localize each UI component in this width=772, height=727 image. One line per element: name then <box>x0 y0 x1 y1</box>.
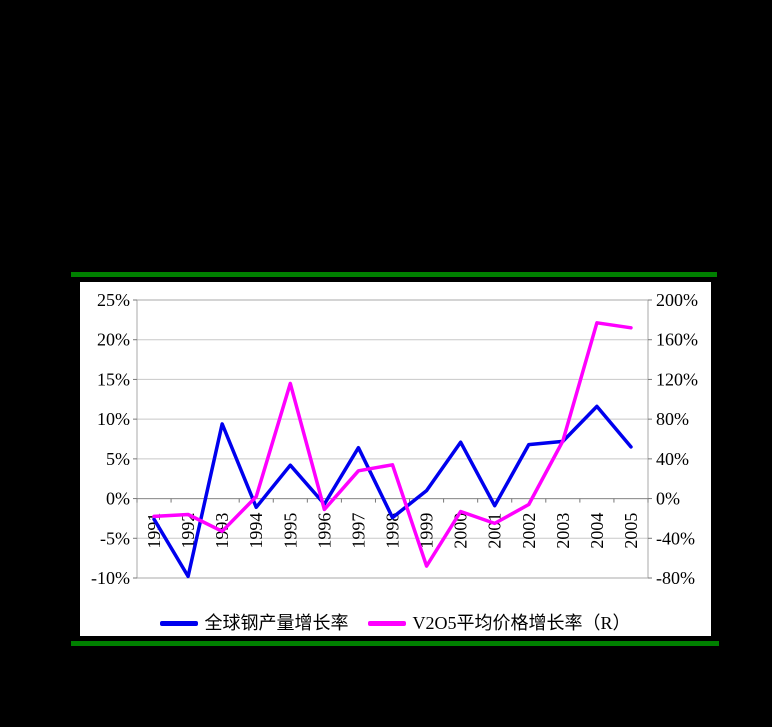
right-axis-tick-label: -80% <box>656 568 695 588</box>
left-axis-tick-label: 5% <box>106 449 130 469</box>
legend-label-v2o5-line: V2O5平均价格增长率（R） <box>412 613 631 633</box>
dual-axis-line-chart: 25% 20% 15% 10% 5% 0% -5% -10% 200% 160% 120% 80% 40… <box>91 290 698 588</box>
right-axis-tick-label: -40% <box>656 528 695 548</box>
x-axis-year-label: 2004 <box>587 513 607 549</box>
left-axis-tick-label: 20% <box>97 330 130 350</box>
series-line-right <box>152 321 633 568</box>
legend-swatch-steel-line <box>160 620 199 626</box>
x-axis-year-label: 1996 <box>314 513 334 549</box>
left-axis-tick-label: 25% <box>97 290 130 310</box>
right-axis-tick-label: 160% <box>656 330 698 350</box>
legend-swatch-v2o5-line <box>368 620 407 626</box>
bottom-divider-rule <box>71 641 719 646</box>
left-axis-tick-label: 10% <box>97 409 130 429</box>
right-axis-tick-label: 120% <box>656 369 698 389</box>
right-axis-tick-label: 80% <box>656 409 689 429</box>
series-line-left <box>152 404 633 579</box>
x-axis-year-label: 2000 <box>451 513 471 549</box>
left-axis-tick-label: -10% <box>91 568 130 588</box>
x-axis-year-label: 1997 <box>348 513 368 549</box>
x-axis-year-label: 1994 <box>246 513 266 549</box>
chart-panel: 25% 20% 15% 10% 5% 0% -5% -10% 200% 160% 120% 80% 40… <box>80 282 711 636</box>
x-axis-year-label: 1999 <box>417 513 437 549</box>
right-axis-tick-label: 40% <box>656 449 689 469</box>
x-axis-year-label: 2003 <box>553 513 573 549</box>
x-axis-year-label: 1992 <box>178 513 198 549</box>
legend-label-steel-line: 全球钢产量增长率 <box>204 613 349 633</box>
top-divider-rule <box>71 272 717 277</box>
x-axis-year-label: 2005 <box>621 513 641 549</box>
chart-legend: 全球钢产量增长率 V2O5平均价格增长率（R） <box>80 612 711 634</box>
x-axis-year-label: 1995 <box>280 513 300 549</box>
left-axis-tick-label: 15% <box>97 369 130 389</box>
x-axis-year-label: 1998 <box>383 513 403 549</box>
right-axis-tick-label: 200% <box>656 290 698 310</box>
right-axis-tick-label: 0% <box>656 489 680 509</box>
x-axis-year-label: 2002 <box>519 513 539 549</box>
x-axis-year-label: 1991 <box>144 513 164 549</box>
plot-border <box>136 299 649 579</box>
left-axis-tick-label: 0% <box>106 489 130 509</box>
left-axis-tick-label: -5% <box>100 528 130 548</box>
